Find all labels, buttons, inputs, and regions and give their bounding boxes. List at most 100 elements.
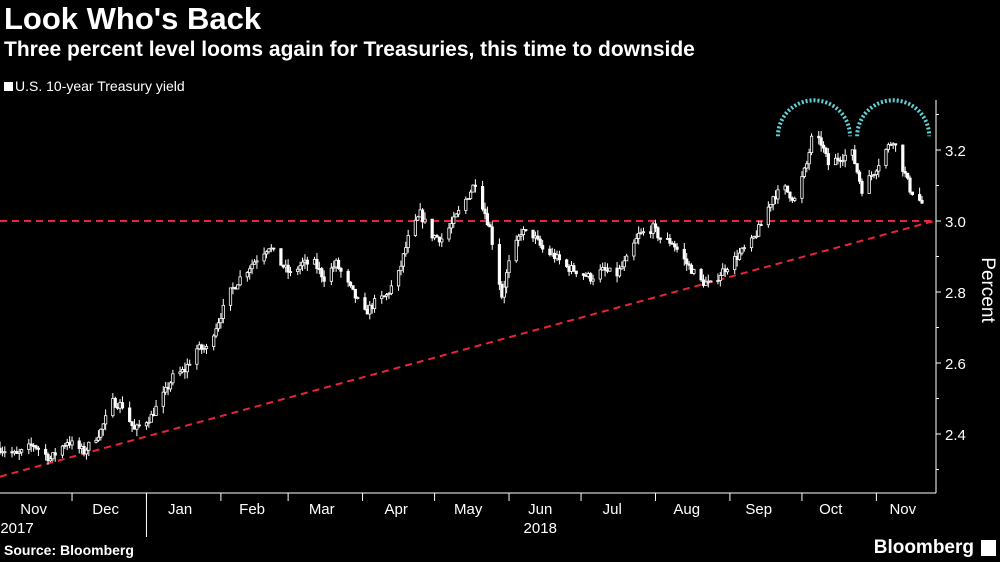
candle — [288, 266, 293, 277]
x-year-label: 2018 — [524, 520, 557, 537]
x-month-label: Apr — [385, 501, 408, 518]
candle-body — [168, 382, 173, 390]
candle-body — [51, 452, 55, 460]
candle-body — [17, 451, 21, 454]
candle — [658, 237, 662, 244]
candle-body — [406, 235, 410, 249]
candle — [245, 271, 249, 282]
candle — [305, 256, 309, 271]
candle-body — [910, 191, 914, 195]
x-month-label: Nov — [889, 501, 916, 518]
candle — [469, 189, 473, 201]
candle-body — [817, 135, 821, 139]
candle-body — [272, 247, 276, 250]
candle — [740, 247, 744, 256]
candle-body — [185, 364, 189, 373]
candle — [440, 233, 444, 248]
candle — [120, 396, 125, 410]
candle — [603, 262, 607, 277]
candle-body — [53, 452, 57, 456]
candle-body — [264, 251, 269, 255]
y-axis: 2.4 2.6 2.8 3.0 3.2 — [935, 100, 966, 493]
candle — [171, 369, 175, 386]
candle-body — [766, 206, 770, 226]
candle-body — [245, 272, 249, 278]
candle-body — [603, 267, 607, 271]
candle-body — [809, 135, 814, 154]
candle-body — [668, 237, 672, 244]
candle-body — [279, 248, 283, 266]
candle-body — [819, 137, 823, 146]
candle — [519, 228, 523, 241]
chart-title: Look Who's Back — [4, 1, 262, 36]
candle-body — [807, 152, 811, 165]
candle-body — [471, 184, 475, 193]
candle-body — [608, 267, 612, 272]
candle — [901, 144, 905, 177]
candle — [622, 255, 626, 271]
y-axis-label: Percent — [977, 257, 998, 323]
candle-body — [841, 160, 845, 163]
candle-body — [682, 248, 686, 260]
candle-body — [63, 445, 67, 447]
candle-body — [346, 270, 350, 283]
candle — [591, 274, 595, 286]
candle-body — [481, 185, 485, 210]
x-month-label: Oct — [819, 501, 843, 518]
candle — [497, 238, 502, 291]
candle-body — [505, 272, 509, 288]
chart-subtitle: Three percent level looms again for Trea… — [4, 38, 695, 61]
candle — [0, 441, 2, 455]
candle — [699, 267, 703, 282]
candle — [128, 401, 132, 423]
candle-body — [469, 191, 473, 200]
candle-body — [591, 278, 595, 282]
candle-body — [637, 232, 641, 239]
candle-body — [236, 284, 240, 290]
candle-body — [248, 268, 252, 273]
candle — [733, 251, 737, 275]
candle-body — [228, 287, 233, 306]
candle-body — [29, 443, 33, 446]
top-arc — [855, 98, 932, 137]
candle — [802, 166, 806, 179]
candle — [819, 130, 823, 152]
candle — [298, 261, 302, 275]
candle-body — [351, 285, 355, 290]
candle — [147, 416, 151, 428]
candle-body — [384, 294, 389, 297]
candle — [641, 227, 646, 236]
candle — [464, 196, 468, 214]
candle — [541, 239, 545, 253]
candle — [363, 292, 367, 311]
candle — [824, 146, 828, 158]
candle-body — [120, 402, 125, 409]
candle-body — [195, 348, 199, 365]
candle-body — [46, 453, 50, 462]
candle — [668, 234, 672, 247]
candle — [396, 270, 401, 291]
y-tick-label: 2.4 — [945, 427, 966, 444]
candle-body — [581, 273, 586, 276]
candle — [202, 344, 206, 353]
candle — [449, 216, 453, 234]
candle — [416, 215, 420, 222]
x-month-label: Mar — [309, 501, 335, 518]
candle-body — [77, 440, 81, 449]
candle — [212, 333, 216, 351]
candle-body — [793, 197, 797, 201]
candle — [389, 280, 393, 296]
legend: U.S. 10-year Treasury yield — [4, 77, 185, 95]
candle-body — [709, 280, 713, 283]
candle — [250, 259, 254, 275]
candle-body — [574, 270, 578, 275]
candle-body — [447, 227, 451, 240]
candle-body — [353, 288, 357, 299]
candle-body — [488, 224, 492, 228]
candle — [413, 214, 417, 237]
trend-line — [0, 220, 935, 478]
candle-body — [413, 219, 417, 236]
candle-body — [517, 235, 521, 241]
candle — [27, 439, 31, 455]
candle-body — [238, 276, 242, 286]
